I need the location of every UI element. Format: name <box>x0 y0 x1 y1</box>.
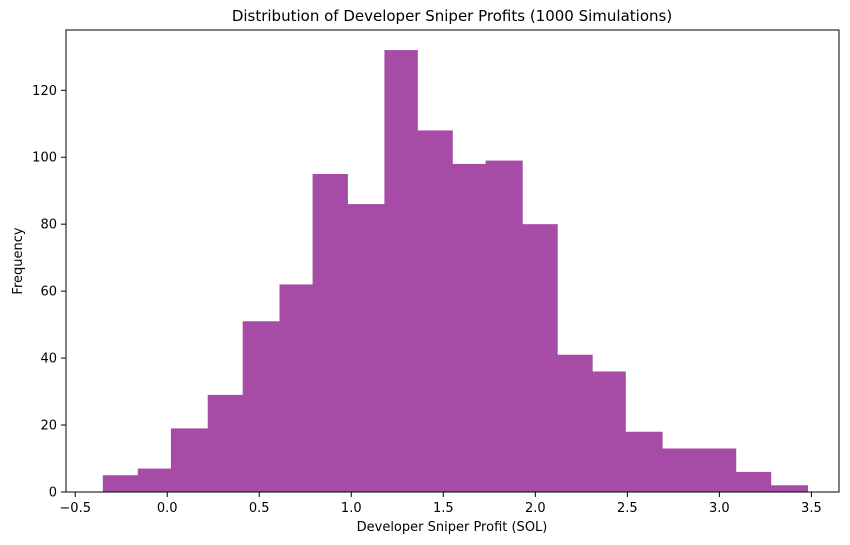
x-axis-ticks: −0.5 0.0 0.5 1.0 1.5 2.0 2.5 3.0 3.5 <box>59 492 822 516</box>
histogram-bar <box>207 394 243 492</box>
chart-title: Distribution of Developer Sniper Profits… <box>232 7 672 25</box>
histogram-bar <box>662 448 698 492</box>
plot-frame <box>65 29 840 493</box>
histogram-bar <box>452 163 486 492</box>
histogram-bar <box>312 173 348 492</box>
x-tick-label: −0.5 <box>59 501 91 516</box>
histogram-bar <box>279 284 313 492</box>
x-tick-label: 1.5 <box>433 501 454 516</box>
histogram-bar <box>557 354 593 492</box>
histogram-bar <box>384 50 418 493</box>
histogram-bar <box>102 475 139 492</box>
histogram-bar <box>137 468 172 492</box>
histogram-bar <box>592 371 626 492</box>
histogram-bar <box>697 448 737 492</box>
histogram-bars <box>102 50 809 493</box>
x-tick-label: 2.5 <box>617 501 638 516</box>
x-tick-label: 0.0 <box>157 501 178 516</box>
y-tick-label: 120 <box>32 84 57 99</box>
y-tick-label: 100 <box>32 151 57 166</box>
histogram-bar <box>735 471 772 492</box>
histogram-bar <box>770 485 809 492</box>
histogram-bar <box>485 160 523 492</box>
y-axis-label: Frequency <box>11 227 26 294</box>
y-axis-ticks: 0 20 40 60 80 100 120 <box>32 84 66 501</box>
x-axis-label: Developer Sniper Profit (SOL) <box>357 520 548 535</box>
histogram-bar <box>417 130 453 492</box>
histogram-bar <box>522 224 558 493</box>
y-tick-label: 60 <box>40 285 57 300</box>
y-tick-label: 0 <box>49 486 57 501</box>
x-tick-label: 2.0 <box>525 501 546 516</box>
y-tick-label: 80 <box>40 218 57 233</box>
y-tick-label: 40 <box>40 352 57 367</box>
histogram-bar <box>625 431 663 492</box>
x-tick-label: 3.5 <box>801 501 822 516</box>
x-tick-label: 1.0 <box>341 501 362 516</box>
histogram-bar <box>170 428 209 492</box>
x-tick-label: 0.5 <box>249 501 270 516</box>
histogram-bar <box>242 321 280 492</box>
x-tick-label: 3.0 <box>709 501 730 516</box>
histogram-bar <box>347 204 385 492</box>
y-tick-label: 20 <box>40 419 57 434</box>
